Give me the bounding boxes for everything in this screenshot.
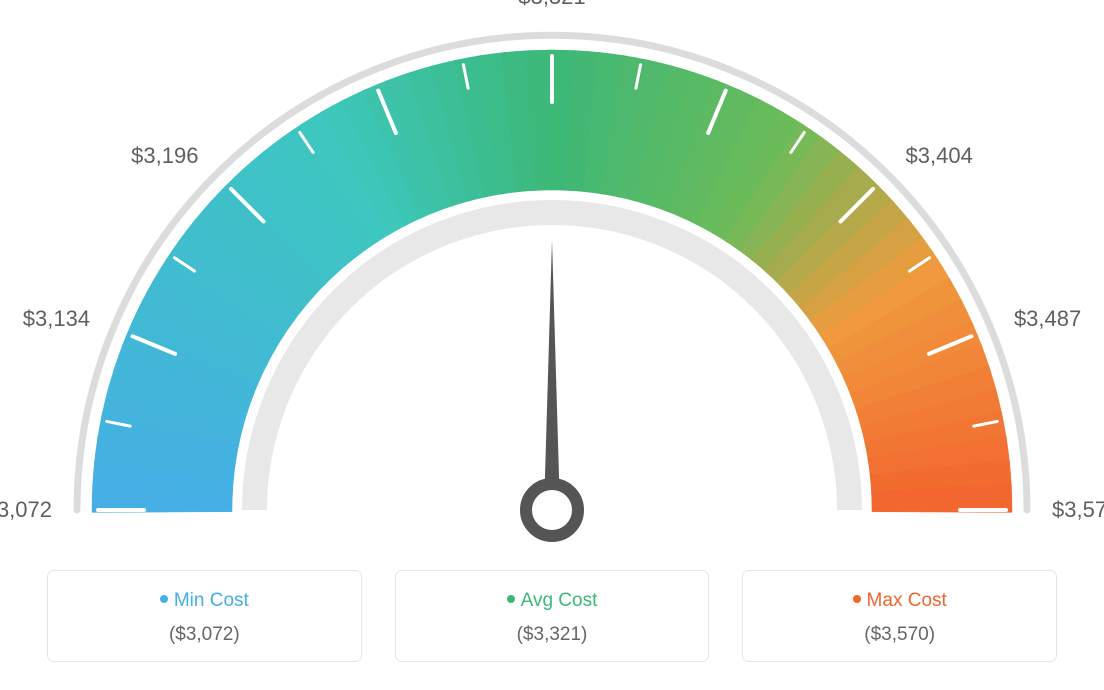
dot-icon: [160, 595, 168, 603]
scale-label: $3,134: [23, 306, 90, 332]
legend-avg-label: Avg Cost: [521, 590, 598, 611]
legend-min-title: Min Cost: [60, 590, 349, 612]
legend-avg-card: Avg Cost ($3,321): [395, 570, 710, 662]
legend-avg-value: ($3,321): [408, 624, 697, 646]
scale-label: $3,196: [131, 143, 198, 169]
gauge-chart: $3,072 $3,134 $3,196 $3,321 $3,404 $3,487 $3,5…: [0, 0, 1104, 575]
scale-label: $3,321: [518, 0, 585, 10]
legend-max-title: Max Cost: [755, 590, 1044, 612]
scale-label: $3,404: [906, 143, 973, 169]
scale-label: $3,072: [0, 497, 52, 523]
scale-label: $3,570: [1052, 497, 1104, 523]
legend-min-card: Min Cost ($3,072): [47, 570, 362, 662]
legend-avg-title: Avg Cost: [408, 590, 697, 612]
dot-icon: [507, 595, 515, 603]
legend-min-label: Min Cost: [174, 590, 249, 611]
legend-max-label: Max Cost: [867, 590, 947, 611]
legend-row: Min Cost ($3,072) Avg Cost ($3,321) Max …: [47, 570, 1057, 662]
legend-max-card: Max Cost ($3,570): [742, 570, 1057, 662]
scale-label: $3,487: [1014, 306, 1081, 332]
cost-gauge-widget: $3,072 $3,134 $3,196 $3,321 $3,404 $3,487 $3,5…: [0, 0, 1104, 690]
legend-min-value: ($3,072): [60, 624, 349, 646]
legend-max-value: ($3,570): [755, 624, 1044, 646]
dot-icon: [853, 595, 861, 603]
